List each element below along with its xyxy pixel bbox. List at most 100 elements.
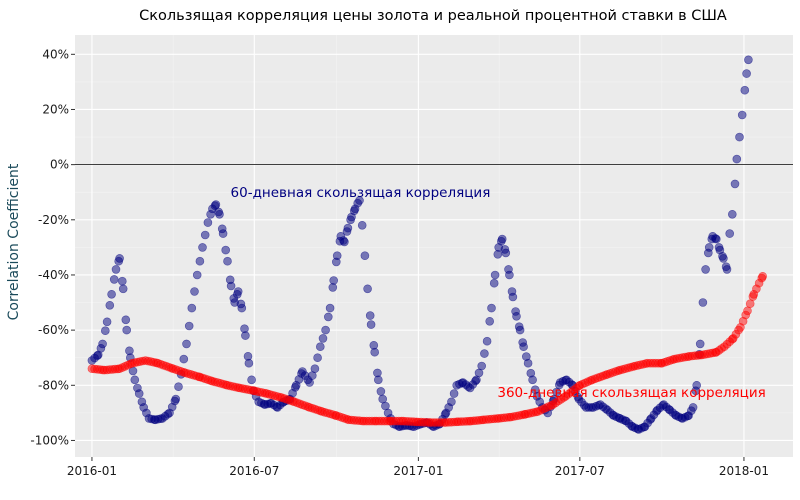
data-point xyxy=(725,229,735,238)
data-point xyxy=(722,265,732,274)
data-point xyxy=(515,325,525,335)
data-point xyxy=(218,229,228,238)
data-point xyxy=(187,303,197,313)
data-point xyxy=(501,248,511,258)
data-point xyxy=(118,284,128,294)
x-axis-ticks: 2016-01 2016-07 2017-01 2017-07 2018-01 xyxy=(67,457,769,478)
data-point xyxy=(200,230,210,240)
data-point xyxy=(102,317,112,327)
data-point xyxy=(321,325,330,335)
y-axis-ticks: 40% 20% 0% -20% -40% -60% -80% -100% xyxy=(30,47,75,447)
y-tick-label: -100% xyxy=(30,433,69,447)
data-point xyxy=(727,210,737,219)
data-point xyxy=(315,342,325,352)
data-point xyxy=(121,315,131,325)
data-point xyxy=(698,298,708,307)
data-point xyxy=(695,339,705,349)
data-point xyxy=(223,256,232,266)
data-point xyxy=(171,394,181,404)
x-tick-label: 2018-01 xyxy=(719,464,769,478)
data-point xyxy=(343,223,353,233)
chart-title: Скользящая корреляция цены золота и реал… xyxy=(139,8,727,24)
data-point xyxy=(373,375,383,385)
data-point xyxy=(737,110,747,120)
y-tick-label: 0% xyxy=(50,158,69,172)
x-tick-label: 2016-01 xyxy=(67,464,117,478)
data-point xyxy=(226,281,236,291)
data-point xyxy=(310,364,320,374)
data-point xyxy=(134,389,144,398)
data-point xyxy=(701,265,710,274)
data-point xyxy=(107,289,116,299)
data-point xyxy=(508,292,518,302)
y-tick-label: -80% xyxy=(38,378,69,392)
data-point xyxy=(742,69,751,78)
data-point xyxy=(179,354,189,364)
data-point xyxy=(355,196,364,205)
data-point xyxy=(195,256,205,266)
data-point xyxy=(376,387,386,396)
series-2 xyxy=(87,271,768,427)
data-point xyxy=(692,380,702,390)
data-point xyxy=(487,303,496,313)
data-point xyxy=(740,85,750,95)
data-point xyxy=(732,154,742,164)
x-tick-label: 2016-07 xyxy=(229,464,279,478)
data-point xyxy=(357,221,367,230)
data-point xyxy=(735,132,744,142)
data-point xyxy=(313,353,322,363)
data-point xyxy=(360,251,370,260)
data-point xyxy=(485,316,495,326)
data-point xyxy=(340,237,349,247)
data-point xyxy=(523,358,533,368)
data-point xyxy=(490,270,500,280)
data-point xyxy=(192,270,202,280)
data-point xyxy=(184,321,194,331)
data-point xyxy=(237,303,247,313)
plot-panel xyxy=(75,35,793,457)
data-marks xyxy=(87,55,768,434)
data-point xyxy=(221,245,230,255)
data-point xyxy=(215,210,224,219)
data-point xyxy=(323,312,333,322)
data-point xyxy=(241,331,250,340)
y-tick-label: -20% xyxy=(38,213,69,227)
data-point xyxy=(719,254,728,263)
data-point xyxy=(477,361,487,371)
data-point xyxy=(130,375,140,385)
x-tick-label: 2017-01 xyxy=(393,464,443,478)
data-point xyxy=(688,403,698,412)
data-point xyxy=(122,325,131,335)
data-point xyxy=(111,265,121,274)
data-point xyxy=(505,270,514,280)
data-point xyxy=(758,271,768,281)
data-point xyxy=(233,287,243,296)
annotations: 60-дневная скользящая корреляция 360-днев… xyxy=(231,185,766,401)
data-point xyxy=(704,243,714,252)
data-point xyxy=(480,349,489,358)
data-point xyxy=(447,397,456,407)
data-point xyxy=(519,342,528,352)
data-point xyxy=(109,275,119,284)
data-point xyxy=(105,300,115,310)
data-point xyxy=(449,389,459,398)
data-point xyxy=(745,299,755,309)
data-point xyxy=(482,336,492,346)
x-tick-label: 2017-07 xyxy=(555,464,605,478)
data-point xyxy=(332,251,342,260)
y-axis-label: Correlation Coefficient xyxy=(6,163,22,320)
data-point xyxy=(744,55,753,65)
series-annotation: 360-дневная скользящая корреляция xyxy=(497,385,765,401)
data-point xyxy=(115,254,124,263)
data-point xyxy=(118,276,127,286)
data-point xyxy=(711,234,721,244)
data-point xyxy=(98,339,107,349)
data-point xyxy=(743,306,752,316)
data-point xyxy=(512,311,521,321)
data-point xyxy=(211,200,221,209)
y-tick-label: 20% xyxy=(42,102,69,116)
data-point xyxy=(182,339,191,349)
data-point xyxy=(203,218,213,227)
data-point xyxy=(190,287,199,296)
